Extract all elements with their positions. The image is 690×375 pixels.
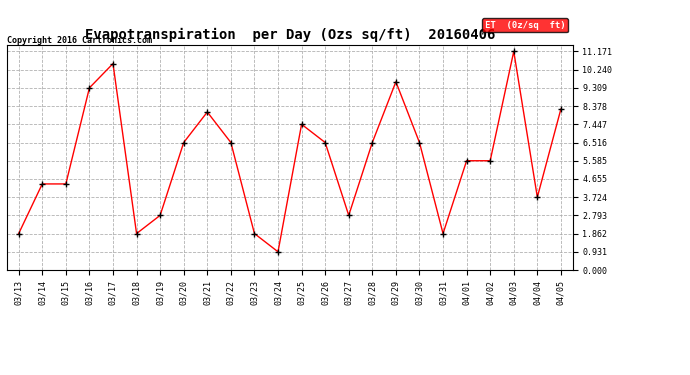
- Title: Evapotranspiration  per Day (Ozs sq/ft)  20160406: Evapotranspiration per Day (Ozs sq/ft) 2…: [85, 28, 495, 42]
- Legend: ET  (0z/sq  ft): ET (0z/sq ft): [482, 18, 568, 32]
- Text: Copyright 2016 Cartronics.com: Copyright 2016 Cartronics.com: [7, 36, 152, 45]
